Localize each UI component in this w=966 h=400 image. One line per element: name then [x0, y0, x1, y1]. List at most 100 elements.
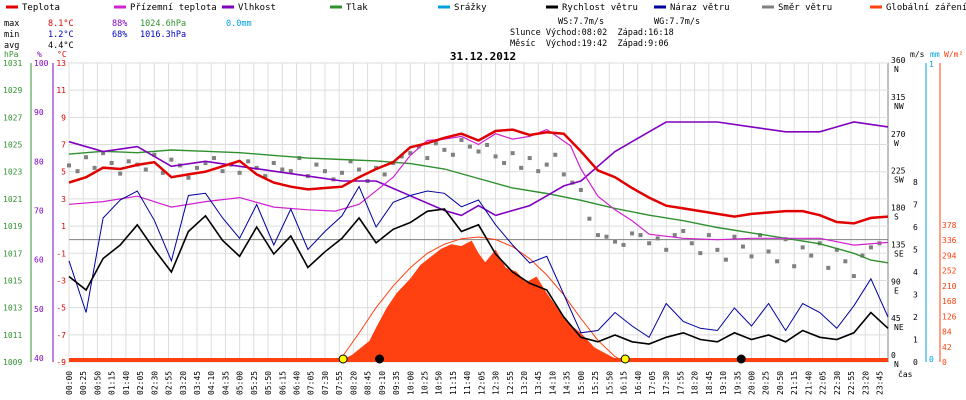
time-tick-label: 00:50 — [93, 371, 102, 395]
axis-unit-pct: % — [37, 50, 42, 59]
wind-dir-point — [613, 239, 617, 244]
legend-label: Rychlost větru — [562, 3, 638, 13]
wind-dir-point — [510, 151, 515, 156]
wind-dir-point — [587, 216, 592, 221]
wind-dir-point — [75, 169, 80, 174]
time-tick-label: 17:30 — [662, 371, 671, 395]
humidity-line — [68, 121, 889, 217]
time-tick-label: 05:00 — [236, 371, 245, 395]
wind-dir-point — [263, 174, 268, 179]
time-tick-label: 12:55 — [506, 371, 515, 395]
degc-tick-label: 9 — [61, 113, 66, 122]
hpa-tick-label: 1025 — [3, 141, 22, 150]
wind-dir-point — [322, 169, 327, 174]
degc-tick-label: 1 — [61, 222, 66, 231]
wind-dir-point — [630, 231, 635, 236]
dir-compass-label: W — [894, 139, 899, 148]
time-tick-label: 01:40 — [122, 371, 131, 395]
wind-dir-point — [169, 157, 174, 162]
dir-tick-label: 225 — [891, 167, 906, 176]
wind-dir-point — [288, 169, 293, 174]
degc-tick-label: 13 — [56, 59, 66, 68]
wind-dir-point — [212, 156, 217, 161]
stat-max-temp: 8.1°C — [48, 19, 74, 29]
time-tick-label: 17:55 — [676, 371, 685, 395]
time-tick-label: 12:05 — [477, 371, 486, 395]
stat-min-hum: 68% — [112, 30, 127, 40]
hpa-tick-label: 1011 — [3, 331, 22, 340]
time-tick-label: 02:30 — [150, 371, 159, 395]
time-tick-label: 00:00 — [65, 371, 74, 395]
stat-avg-temp: 4.4°C — [48, 41, 74, 51]
wind-dir-point — [595, 233, 600, 238]
wind-dir-point — [450, 152, 455, 157]
wind-dir-point — [553, 152, 558, 157]
dir-tick-label: 135 — [891, 240, 906, 249]
time-tick-label: 17:05 — [648, 371, 657, 395]
time-tick-label: 14:35 — [563, 371, 572, 395]
info-moon: Měsíc Východ:19:42 Západ:9:06 — [510, 39, 669, 49]
time-tick-label: 20:25 — [762, 371, 771, 395]
wind-dir-point — [254, 165, 259, 170]
ms-tick-label: 4 — [913, 268, 918, 277]
legend-label: Vlhkost — [238, 3, 276, 13]
time-tick-label: 11:15 — [449, 371, 458, 395]
wind-dir-point — [382, 172, 387, 177]
moonrise-marker — [736, 354, 746, 364]
wind-dir-point — [340, 170, 344, 175]
axis-unit-wm2: W/m² — [944, 50, 963, 59]
wind-dir-point — [109, 160, 114, 165]
wind-dir-point — [476, 149, 481, 154]
hpa-tick-label: 1009 — [3, 358, 22, 367]
dir-compass-label: S — [894, 213, 899, 222]
stat-max-hum: 88% — [112, 19, 127, 29]
axis-time-label: čas — [898, 369, 913, 379]
wind-dir-point — [689, 241, 694, 246]
sunset-marker — [620, 354, 630, 364]
dir-compass-label: N — [894, 360, 899, 369]
time-tick-label: 05:25 — [250, 371, 259, 395]
dir-tick-label: 360 — [891, 56, 906, 65]
time-tick-label: 04:10 — [207, 371, 216, 395]
wind-dir-point — [715, 247, 720, 252]
time-tick-label: 18:20 — [691, 371, 700, 395]
wind-dir-point — [92, 165, 97, 170]
dir-compass-label: E — [894, 286, 899, 295]
degc-tick-label: 7 — [61, 141, 66, 150]
pct-tick-label: 100 — [34, 59, 49, 68]
degc-tick-label: -1 — [56, 249, 66, 258]
wm2-tick-label: 378 — [942, 221, 957, 230]
wind-dir-point — [203, 160, 208, 165]
pct-tick-label: 90 — [34, 108, 44, 117]
wind-dir-point — [314, 162, 319, 167]
wind-dir-point — [758, 233, 763, 238]
wind-dir-point — [544, 162, 549, 167]
plot-area — [67, 62, 889, 364]
wind-dir-point — [271, 160, 276, 165]
wind-dir-point — [280, 167, 285, 172]
time-tick-label: 08:20 — [349, 371, 358, 395]
stats-block: max 8.1°C 88% 1024.6hPa 0.0mm min 1.2°C … — [4, 19, 252, 51]
wind-dir-point — [681, 228, 686, 233]
time-tick-label: 00:25 — [79, 371, 88, 395]
wind-dir-point — [698, 251, 703, 256]
dir-tick-label: 45 — [891, 314, 901, 323]
stat-avg-label: avg — [4, 41, 19, 51]
dir-compass-label: NW — [894, 102, 904, 111]
wind-dir-point — [194, 165, 199, 170]
time-tick-label: 09:10 — [378, 371, 387, 395]
legend-label: Teplota — [22, 3, 60, 13]
wind-dir-point — [67, 163, 71, 168]
stat-min-label: min — [4, 30, 19, 40]
degc-tick-label: -7 — [56, 331, 66, 340]
hpa-tick-label: 1027 — [3, 113, 22, 122]
ms-tick-label: 5 — [913, 246, 918, 255]
time-tick-label: 03:45 — [193, 371, 202, 395]
time-tick-label: 13:45 — [534, 371, 543, 395]
wind-dir-point — [664, 247, 669, 252]
wind-dir-point — [792, 264, 797, 269]
time-tick-label: 22:05 — [819, 371, 828, 395]
wind-dir-point — [502, 160, 507, 165]
pct-tick-label: 40 — [34, 354, 44, 363]
